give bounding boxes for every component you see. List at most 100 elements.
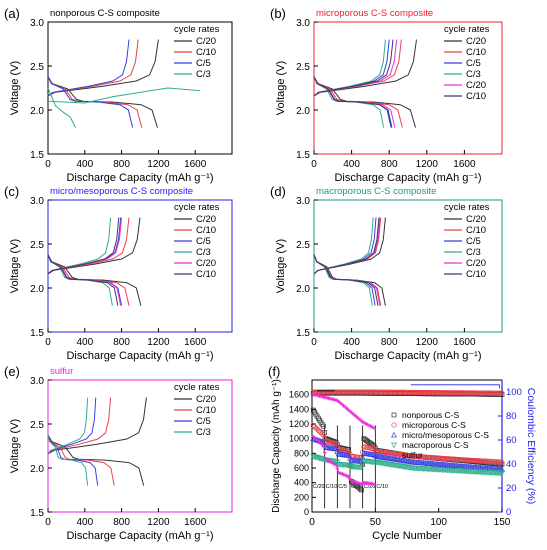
legend-title: cycle rates bbox=[444, 202, 490, 213]
x-tick-label: 50 bbox=[370, 517, 382, 528]
y-axis-label: Voltage (V) bbox=[9, 61, 21, 115]
series-sulfur bbox=[311, 434, 377, 487]
plot-frame bbox=[313, 199, 503, 333]
panel-title: micro/mesoporous C-S composite bbox=[50, 186, 193, 197]
legend-label: C/20 bbox=[196, 394, 216, 405]
panel-letter: (e) bbox=[4, 364, 20, 379]
y-tick-label: 1000 bbox=[289, 434, 309, 444]
y-tick-label: 2.0 bbox=[30, 284, 44, 295]
legend-title: cycle rates bbox=[174, 202, 220, 213]
panel-letter: (c) bbox=[4, 184, 19, 199]
x-tick-label: 100 bbox=[430, 517, 447, 528]
panel-c: (c) micro/mesoporous C-S composite 1.5 2.0 2… bbox=[4, 184, 233, 362]
legend-label: nonporous C-S bbox=[402, 410, 460, 420]
data-point bbox=[315, 427, 321, 433]
y-axis-label: Voltage (V) bbox=[275, 61, 287, 115]
x-tick-label: 800 bbox=[381, 159, 398, 170]
data-point bbox=[372, 452, 379, 458]
x-axis-label: Discharge Capacity (mAh g⁻¹) bbox=[66, 172, 213, 184]
data-point bbox=[314, 426, 320, 432]
y-axis-label: Voltage (V) bbox=[275, 239, 287, 293]
x-axis-label: Discharge Capacity (mAh g⁻¹) bbox=[334, 172, 481, 184]
x-tick-label: 0 bbox=[45, 517, 51, 528]
legend-label: C/20 bbox=[466, 258, 486, 269]
data-point bbox=[391, 422, 397, 428]
legend-label: C/10 bbox=[466, 225, 486, 236]
rate-label: C/5 bbox=[338, 484, 347, 490]
data-point bbox=[371, 451, 378, 458]
discharge-curve-C/3 bbox=[47, 434, 89, 486]
data-point bbox=[359, 454, 366, 460]
discharge-curve-C/20 bbox=[47, 434, 145, 486]
x-axis-label: Discharge Capacity (mAh g⁻¹) bbox=[66, 530, 213, 542]
y2-tick-label: 20 bbox=[506, 483, 517, 494]
legend-label: C/10 bbox=[196, 47, 216, 58]
data-point bbox=[321, 444, 326, 448]
plot-frame bbox=[47, 199, 233, 333]
panel-d: (d) macroporous C-S composite 1.5 2.0 2.5 3.0… bbox=[270, 184, 503, 362]
y-tick-label: 1200 bbox=[289, 419, 309, 429]
legend-label: C/3 bbox=[196, 247, 211, 258]
y-tick-label: 2.0 bbox=[296, 284, 310, 295]
y-tick-label: 3.0 bbox=[30, 18, 44, 29]
legend-label: C/10 bbox=[466, 47, 486, 58]
y-tick-label: 800 bbox=[294, 448, 309, 458]
y2-tick-label: 0 bbox=[506, 507, 511, 518]
data-point bbox=[334, 463, 339, 468]
panel-letter: (a) bbox=[4, 6, 20, 21]
x-tick-label: 1200 bbox=[147, 517, 170, 528]
x-tick-label: 800 bbox=[113, 337, 130, 348]
arrow-right bbox=[410, 384, 500, 389]
charge-curve-C/10 bbox=[313, 217, 380, 275]
y-tick-label: 1600 bbox=[289, 390, 309, 400]
y-tick-label: 3.0 bbox=[296, 196, 310, 207]
data-point bbox=[499, 390, 505, 396]
charge-curve-C/10 bbox=[47, 217, 120, 275]
x-tick-label: 1200 bbox=[416, 337, 439, 348]
rate-label: C/10 bbox=[326, 484, 338, 490]
legend-label: C/10 bbox=[196, 405, 216, 416]
data-point bbox=[311, 424, 318, 430]
x-tick-label: 800 bbox=[381, 337, 398, 348]
x-tick-label: 150 bbox=[494, 517, 511, 528]
data-point bbox=[372, 426, 377, 430]
charge-curve-C/5 bbox=[47, 39, 130, 97]
x-tick-label: 0 bbox=[311, 337, 317, 348]
panel-b: (b) microporous C-S composite 1.5 2.0 2.5 3.0… bbox=[270, 6, 503, 184]
y-tick-label: 1.5 bbox=[30, 328, 44, 339]
legend-label: C/10 bbox=[466, 91, 486, 102]
x-tick-label: 1600 bbox=[453, 159, 476, 170]
data-point bbox=[499, 470, 505, 477]
data-point bbox=[333, 459, 340, 465]
y-tick-label: 2.5 bbox=[30, 420, 44, 431]
legend-label: C/10 bbox=[196, 225, 216, 236]
data-point bbox=[313, 425, 319, 431]
legend-label: C/20 bbox=[196, 258, 216, 269]
data-point bbox=[392, 453, 396, 457]
rate-label: C/10 bbox=[376, 484, 388, 490]
legend-label: C/3 bbox=[196, 427, 211, 438]
data-point bbox=[372, 482, 377, 487]
data-point bbox=[391, 431, 397, 438]
legend-label: C/20 bbox=[466, 214, 486, 225]
legend-label: C/3 bbox=[466, 69, 481, 80]
y-tick-label: 2.0 bbox=[30, 106, 44, 117]
charge-curve-C/3 bbox=[47, 87, 200, 104]
panel-letter: (b) bbox=[270, 6, 286, 21]
y2-tick-label: 80 bbox=[506, 411, 517, 422]
y-tick-label: 3.0 bbox=[30, 376, 44, 387]
x-tick-label: 400 bbox=[343, 159, 360, 170]
x-tick-label: 400 bbox=[76, 517, 93, 528]
rate-label: C/20 bbox=[313, 484, 325, 490]
panel-e: (e) sulfur 1.5 2.0 2.5 3.0 0 400 800 1200 1600 Disc… bbox=[4, 364, 233, 542]
y-tick-label: 3.0 bbox=[296, 18, 310, 29]
x-tick-label: 1600 bbox=[184, 159, 207, 170]
y-tick-label: 0 bbox=[304, 507, 309, 517]
legend-label: C/20 bbox=[196, 214, 216, 225]
legend-label: C/5 bbox=[466, 236, 481, 247]
data-point bbox=[358, 464, 365, 471]
data-point bbox=[319, 431, 325, 437]
legend-label: C/10 bbox=[466, 269, 486, 280]
legend-label: C/10 bbox=[196, 269, 216, 280]
